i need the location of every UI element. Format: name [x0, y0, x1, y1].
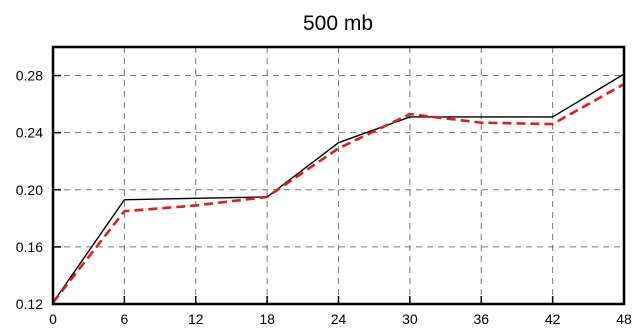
series-layer: [51, 73, 625, 304]
x-tick-label: 0: [49, 311, 57, 327]
y-tick-label: 0.20: [16, 182, 43, 198]
x-tick-label: 42: [545, 311, 561, 327]
series-line-solid: [52, 73, 625, 303]
x-tick-label: 6: [120, 311, 128, 327]
x-tick-label: 36: [473, 311, 489, 327]
x-tick-label: 48: [616, 311, 632, 327]
y-tick-label: 0.24: [16, 125, 43, 141]
x-tick-label: 24: [331, 311, 347, 327]
chart-title: 500 mb: [303, 12, 373, 35]
y-tick-label: 0.12: [16, 296, 43, 312]
y-tick-label: 0.28: [16, 68, 43, 84]
x-tick-label: 18: [259, 311, 275, 327]
x-tick-label: 30: [402, 311, 418, 327]
x-tick-label: 12: [188, 311, 204, 327]
y-tick-label: 0.16: [16, 239, 43, 255]
grid: [53, 47, 624, 304]
axis-ticks: 0 6 12 18 24 30 36 42 48 0.12 0.16 0.20 0.24 0.28: [16, 68, 632, 327]
